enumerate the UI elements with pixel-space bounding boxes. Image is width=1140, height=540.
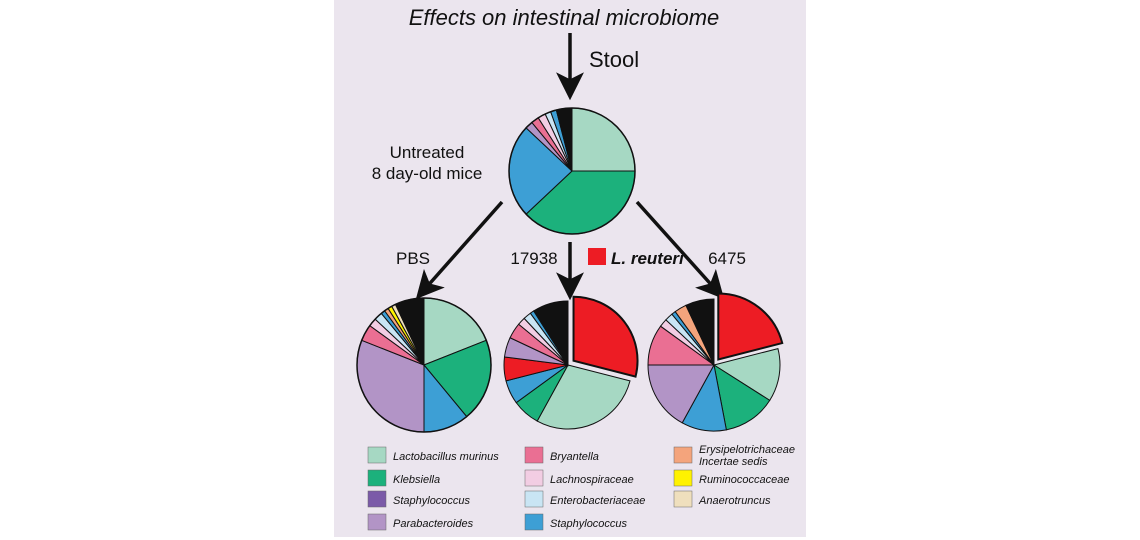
pie-slice-lactobacillus-murinus bbox=[536, 364, 631, 430]
pie-17938 bbox=[503, 295, 639, 430]
legend-swatch-parabacteroides bbox=[367, 513, 387, 531]
legend-swatch-ruminococcaceae bbox=[673, 469, 693, 487]
legend-swatch-anaerotruncus bbox=[673, 490, 693, 508]
figure-title: Effects on intestinal microbiome bbox=[409, 5, 720, 30]
legend-label-lachnospiraceae: Lachnospiraceae bbox=[550, 474, 634, 486]
legend: Lactobacillus murinus Klebsiella Staphyloc… bbox=[367, 444, 795, 531]
pie-6475 bbox=[647, 292, 784, 432]
pie-pbs bbox=[356, 297, 492, 433]
lreuteri-label: L. reuteri bbox=[611, 249, 685, 268]
untreated-label-line1: Untreated bbox=[390, 143, 465, 162]
legend-label-parabacteroides: Parabacteroides bbox=[393, 518, 474, 530]
lreuteri-swatch bbox=[588, 248, 606, 265]
legend-label-erysipelotrichaceae-incertae-sedis: Erysipelotrichaceae bbox=[699, 444, 795, 456]
legend-swatch-staphylococcus-blue bbox=[524, 513, 544, 531]
stool-label: Stool bbox=[589, 47, 639, 72]
pie-slice-l-reuteri bbox=[572, 295, 639, 378]
pie-slice-other bbox=[685, 298, 715, 366]
pie-slice-parabacteroides bbox=[647, 364, 715, 424]
pie-slice-lactobacillus-murinus bbox=[571, 107, 636, 172]
legend-label-staphylococcus-blue: Staphylococcus bbox=[550, 518, 628, 530]
strain-6475-label: 6475 bbox=[708, 249, 746, 268]
legend-swatch-lachnospiraceae bbox=[524, 469, 544, 487]
legend-label-erysipelotrichaceae-incertae-sedis: Incertae sedis bbox=[699, 456, 768, 468]
pie-untreated bbox=[508, 107, 636, 235]
legend-label-lactobacillus-murinus: Lactobacillus murinus bbox=[393, 451, 499, 463]
legend-swatch-klebsiella bbox=[367, 469, 387, 487]
pie-slice-other bbox=[533, 300, 569, 367]
legend-label-klebsiella: Klebsiella bbox=[393, 474, 440, 486]
strain-17938-label: 17938 bbox=[510, 249, 557, 268]
legend-swatch-lactobacillus-murinus bbox=[367, 446, 387, 464]
legend-swatch-staphylococcus bbox=[367, 490, 387, 508]
legend-label-bryantella: Bryantella bbox=[550, 451, 599, 463]
arrow-to-pbs bbox=[415, 200, 504, 300]
legend-label-ruminococcaceae: Ruminococcaceae bbox=[699, 474, 790, 486]
legend-swatch-bryantella bbox=[524, 446, 544, 464]
untreated-label-line2: 8 day-old mice bbox=[372, 164, 483, 183]
legend-label-staphylococcus: Staphylococcus bbox=[393, 495, 471, 507]
arrow-to-6475 bbox=[635, 200, 725, 300]
legend-label-anaerotruncus: Anaerotruncus bbox=[698, 495, 771, 507]
pbs-label: PBS bbox=[396, 249, 430, 268]
legend-label-enterobacteriaceae: Enterobacteriaceae bbox=[550, 495, 645, 507]
pie-outline bbox=[508, 107, 636, 235]
pie-outline bbox=[356, 297, 492, 433]
legend-swatch-enterobacteriaceae bbox=[524, 490, 544, 508]
legend-swatch-erysipelotrichaceae-incertae-sedis bbox=[673, 446, 693, 464]
pie-slice-l-reuteri bbox=[717, 292, 784, 361]
